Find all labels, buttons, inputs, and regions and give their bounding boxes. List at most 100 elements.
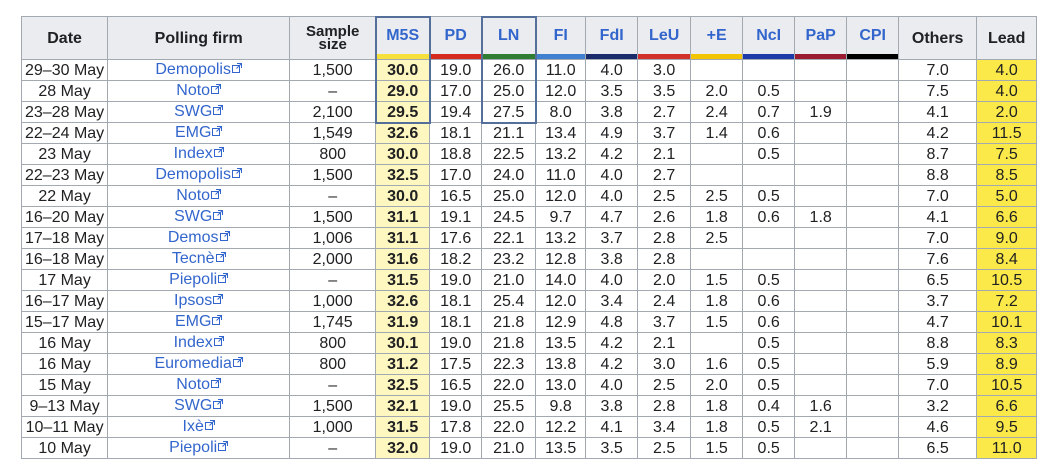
party-header-pap[interactable]: PaP xyxy=(794,16,848,60)
value-cell-plus-e: 1.8 xyxy=(690,416,744,438)
polling-firm-link[interactable]: Demos xyxy=(107,227,291,249)
table-row: 10 May Piepoli –32.0 19.0 21.0 13.5 3.5 2.5 1.5 0… xyxy=(20,437,1038,459)
value-cell-plus-e: 2.5 xyxy=(690,227,744,249)
date-cell: 10–11 May xyxy=(20,416,109,438)
polling-firm-link[interactable]: Ipsos xyxy=(107,290,291,312)
value-cell-m5s: 31.9 xyxy=(375,311,431,333)
others-cell: 7.0 xyxy=(898,185,978,207)
party-header-leu[interactable]: LeU xyxy=(637,16,692,60)
value-cell-plus-e: 2.5 xyxy=(690,185,744,207)
others-cell: 3.2 xyxy=(898,395,978,417)
party-header-ln[interactable]: LN xyxy=(481,16,537,60)
polling-firm-link[interactable]: Index xyxy=(107,143,291,165)
value-cell-fdi: 3.5 xyxy=(585,437,639,459)
polling-firm-link[interactable]: Index xyxy=(107,332,291,354)
value-cell-cpi xyxy=(846,80,900,102)
value-cell-fi: 12.2 xyxy=(535,416,587,438)
others-cell: 3.7 xyxy=(898,290,978,312)
value-cell-nci xyxy=(742,227,796,249)
sample-size-cell: 1,000 xyxy=(289,416,377,438)
polling-firm-name: Demopolis xyxy=(155,166,231,183)
external-link-icon xyxy=(213,103,224,122)
value-cell-pap xyxy=(794,227,848,249)
value-cell-fdi: 3.5 xyxy=(585,80,639,102)
table-row: 9–13 May SWG 1,500 32.1 19.0 25.5 9.8 3.8 2.8 1.8… xyxy=(20,395,1038,417)
polling-firm-link[interactable]: Demopolis xyxy=(107,164,291,186)
polling-firm-link[interactable]: Noto xyxy=(107,80,291,102)
party-header-fi[interactable]: FI xyxy=(535,16,587,60)
value-cell-pd: 19.4 xyxy=(429,101,483,123)
party-header-label: LeU xyxy=(649,27,680,44)
polling-firm-link[interactable]: Noto xyxy=(107,185,291,207)
polling-firm-name: EMG xyxy=(174,313,212,330)
value-cell-nci: 0.5 xyxy=(742,80,796,102)
lead-cell: 9.0 xyxy=(976,227,1038,249)
table-row: 22–23 May Demopolis 1,500 32.5 17.0 24.0 11.0 4… xyxy=(20,164,1038,186)
polling-firm-link[interactable]: Piepoli xyxy=(107,269,291,291)
polling-firm-link[interactable]: EMG xyxy=(107,311,291,333)
value-cell-pap xyxy=(794,59,848,81)
polling-firm-link[interactable]: Piepoli xyxy=(107,437,291,459)
value-cell-m5s: 29.0 xyxy=(375,80,431,102)
value-cell-m5s: 32.5 xyxy=(375,374,431,396)
party-header-label: +E xyxy=(706,27,727,44)
date-cell: 15 May xyxy=(20,374,109,396)
polling-firm-link[interactable]: SWG xyxy=(107,395,291,417)
polling-firm-link[interactable]: Ixè xyxy=(107,416,291,438)
lead-cell: 10.5 xyxy=(976,269,1038,291)
value-cell-pap xyxy=(794,143,848,165)
date-cell: 16 May xyxy=(20,332,109,354)
party-header-fdi[interactable]: FdI xyxy=(585,16,639,60)
party-header-plus-e[interactable]: +E xyxy=(690,16,744,60)
value-cell-fi: 13.2 xyxy=(535,227,587,249)
value-cell-plus-e: 1.8 xyxy=(690,290,744,312)
sample-size-cell: – xyxy=(289,269,377,291)
value-cell-pap xyxy=(794,164,848,186)
value-cell-pd: 18.2 xyxy=(429,248,483,270)
date-cell: 16–17 May xyxy=(20,290,109,312)
party-header-m5s[interactable]: M5S xyxy=(375,16,431,60)
party-header-pd[interactable]: PD xyxy=(429,16,483,60)
value-cell-cpi xyxy=(846,311,900,333)
external-link-icon xyxy=(218,439,229,458)
value-cell-leu: 2.1 xyxy=(637,143,692,165)
value-cell-fi: 11.0 xyxy=(535,164,587,186)
value-cell-cpi xyxy=(846,185,900,207)
header-row: Date Polling firm Sample size M5S PD LN FI Fd… xyxy=(20,16,1038,60)
party-header-cpi[interactable]: CPI xyxy=(846,16,900,60)
value-cell-fi: 11.0 xyxy=(535,59,587,81)
value-cell-m5s: 30.0 xyxy=(375,59,431,81)
lead-cell: 4.0 xyxy=(976,80,1038,102)
polling-firm-link[interactable]: Euromedia xyxy=(107,353,291,375)
polling-firm-link[interactable]: Tecnè xyxy=(107,248,291,270)
party-header-nci[interactable]: NcI xyxy=(742,16,796,60)
party-header-label: FdI xyxy=(599,27,624,44)
value-cell-fdi: 4.2 xyxy=(585,143,639,165)
polling-firm-header: Polling firm xyxy=(107,16,291,60)
value-cell-m5s: 31.2 xyxy=(375,353,431,375)
value-cell-pap xyxy=(794,332,848,354)
polling-firm-link[interactable]: EMG xyxy=(107,122,291,144)
lead-cell: 8.3 xyxy=(976,332,1038,354)
value-cell-plus-e: 1.5 xyxy=(690,269,744,291)
polling-firm-link[interactable]: Demopolis xyxy=(107,59,291,81)
date-cell: 9–13 May xyxy=(20,395,109,417)
polling-firm-name: Noto xyxy=(176,187,211,204)
party-color-bar xyxy=(536,54,585,59)
polling-firm-link[interactable]: Noto xyxy=(107,374,291,396)
lead-cell: 10.5 xyxy=(976,374,1038,396)
polling-firm-link[interactable]: SWG xyxy=(107,206,291,228)
polling-firm-link[interactable]: SWG xyxy=(107,101,291,123)
others-cell: 6.5 xyxy=(898,437,978,459)
value-cell-fdi: 4.7 xyxy=(585,206,639,228)
value-cell-plus-e: 1.6 xyxy=(690,353,744,375)
value-cell-cpi xyxy=(846,290,900,312)
poll-rows: 29–30 May Demopolis 1,500 30.0 19.0 26.0 11.0 4… xyxy=(20,59,1038,459)
value-cell-m5s: 31.1 xyxy=(375,227,431,249)
sample-size-cell: 800 xyxy=(289,143,377,165)
others-cell: 7.0 xyxy=(898,374,978,396)
value-cell-pap: 1.6 xyxy=(794,395,848,417)
value-cell-leu: 2.5 xyxy=(637,374,692,396)
external-link-icon xyxy=(218,271,229,290)
lead-header: Lead xyxy=(976,16,1038,60)
